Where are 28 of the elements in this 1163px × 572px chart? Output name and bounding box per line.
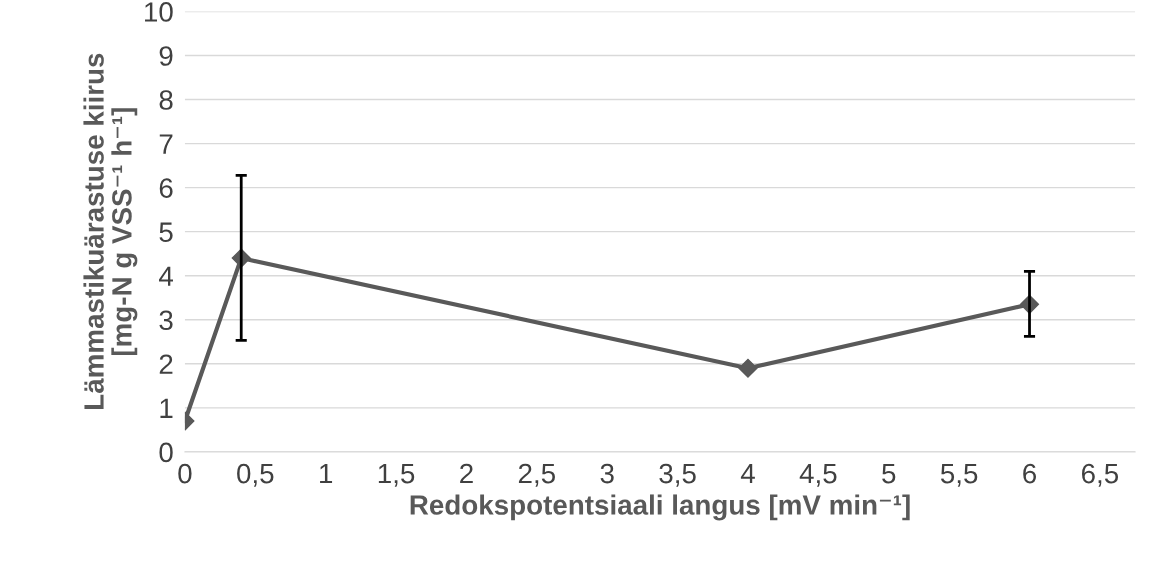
x-tick-label: 4 bbox=[740, 464, 755, 484]
y-tick-label: 9 bbox=[159, 46, 173, 66]
x-tick-label: 1 bbox=[320, 464, 333, 484]
x-axis-title: Redokspotentsiaali langus [mV min⁻¹] bbox=[410, 494, 910, 521]
x-tick-label: 0,5 bbox=[237, 463, 274, 487]
x-tick-label: 6,5 bbox=[1082, 463, 1119, 487]
x-tick-label: 3 bbox=[600, 463, 614, 484]
y-tick-label: 0 bbox=[159, 442, 173, 463]
x-tick-label: 1,5 bbox=[378, 464, 415, 487]
y-tick-label: 10 bbox=[145, 2, 173, 22]
x-tick-label: 2,5 bbox=[518, 463, 555, 487]
y-tick-label: 3 bbox=[159, 310, 173, 331]
y-axis-title: Lämmastikuärastuse kiirus [mg-N g VSS⁻¹ h⁻¹] bbox=[83, 53, 138, 409]
y-tick-label: 1 bbox=[160, 398, 173, 418]
y-tick-label: 7 bbox=[159, 134, 173, 154]
y-tick-label: 5 bbox=[159, 222, 173, 242]
y-tick-label: 8 bbox=[159, 90, 173, 110]
y-tick-label: 6 bbox=[159, 178, 173, 198]
x-tick-label: 2 bbox=[460, 463, 473, 484]
x-tick-label: 5 bbox=[882, 464, 896, 484]
point bbox=[738, 358, 758, 378]
x-tick-label: 0 bbox=[178, 463, 192, 484]
x-tick-label: 4,5 bbox=[799, 464, 837, 487]
x-tick-label: 5,5 bbox=[940, 464, 978, 487]
x-tick-label: 3,5 bbox=[659, 463, 696, 487]
y-tick-label: 2 bbox=[159, 354, 173, 374]
x-tick-label: 6 bbox=[1023, 463, 1037, 484]
y-tick-label: 4 bbox=[159, 266, 173, 286]
